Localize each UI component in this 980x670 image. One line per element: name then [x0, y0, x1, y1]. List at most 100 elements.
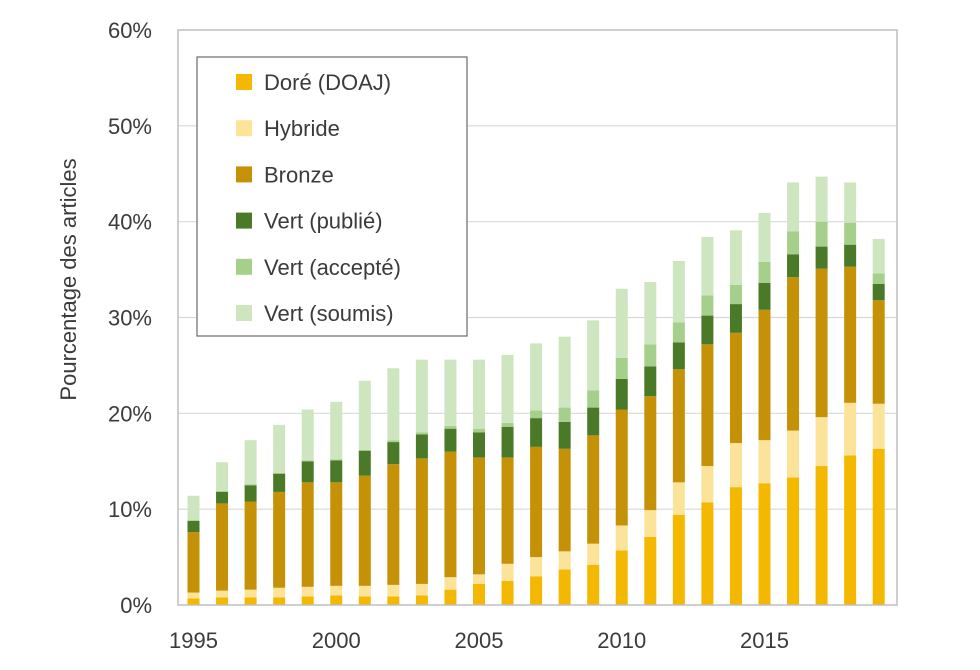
bar-segment	[815, 268, 828, 418]
bar-segment	[387, 464, 400, 585]
bar-segment	[530, 343, 543, 411]
bar-segment	[558, 569, 571, 605]
bar-segment	[330, 595, 343, 605]
legend-label: Vert (publié)	[264, 209, 383, 234]
x-tick-label: 2005	[455, 628, 504, 653]
x-tick-label: 1995	[169, 628, 218, 653]
bar-stack-2005	[473, 359, 485, 605]
bar-segment	[758, 283, 771, 310]
bar-segment	[729, 487, 742, 605]
bar-segment	[644, 282, 657, 345]
x-tick-label: 2000	[312, 628, 361, 653]
bar-segment	[672, 514, 685, 605]
bar-stack-2002	[387, 368, 400, 605]
bar-segment	[701, 344, 714, 467]
bar-segment	[672, 482, 685, 515]
bar-segment	[216, 597, 229, 605]
bar-segment	[787, 430, 800, 478]
bar-segment	[587, 320, 600, 391]
bar-segment	[758, 309, 771, 441]
bar-segment	[187, 495, 200, 521]
bar-stack-1998	[273, 424, 286, 605]
bar-stack-2011	[644, 282, 657, 605]
bar-segment	[330, 401, 343, 460]
bar-stack-2012	[672, 260, 685, 605]
bar-segment	[301, 461, 314, 483]
bar-segment	[216, 491, 229, 504]
bar-segment	[872, 238, 885, 274]
bar-segment	[787, 477, 800, 605]
bar-segment	[501, 581, 514, 605]
bar-segment	[644, 510, 657, 537]
bar-segment	[615, 378, 628, 410]
y-tick-label: 30%	[108, 306, 152, 331]
bar-stack-2003	[415, 359, 428, 605]
bar-segment	[444, 359, 457, 426]
bar-segment	[358, 450, 371, 476]
bar-segment	[358, 585, 371, 597]
bar-segment	[844, 222, 857, 245]
bar-segment	[872, 403, 885, 449]
y-tick-label: 40%	[108, 210, 152, 235]
legend-swatch	[236, 166, 252, 183]
y-tick-labels: 0% 10% 20% 30% 40% 50% 60%	[108, 18, 152, 618]
bar-segment	[473, 457, 485, 575]
bar-segment	[672, 260, 685, 323]
legend-item: Bronze	[236, 162, 334, 187]
bar-segment	[444, 589, 457, 605]
bar-stack-2019	[872, 238, 885, 605]
bar-stack-2004	[444, 359, 457, 605]
bar-stack-2010	[615, 288, 628, 605]
bar-segment	[844, 455, 857, 605]
bar-segment	[216, 490, 229, 492]
bar-segment	[844, 402, 857, 456]
bar-segment	[473, 583, 485, 605]
bar-segment	[729, 284, 742, 305]
bar-segment	[758, 261, 771, 283]
bar-segment	[330, 460, 343, 483]
bar-segment	[387, 368, 400, 441]
bar-segment	[273, 597, 286, 605]
bar-segment	[530, 446, 543, 558]
bar-segment	[844, 266, 857, 403]
bar-segment	[587, 407, 600, 436]
bar-segment	[273, 587, 286, 598]
bar-segment	[615, 288, 628, 358]
bar-segment	[787, 231, 800, 255]
bar-segment	[587, 435, 600, 544]
bar-segment	[330, 585, 343, 596]
bar-segment	[187, 520, 200, 533]
bar-segment	[358, 596, 371, 605]
bar-segment	[758, 483, 771, 605]
bar-segment	[644, 366, 657, 397]
bar-segment	[216, 590, 229, 598]
bar-segment	[273, 424, 286, 473]
bar-segment	[530, 418, 543, 447]
bar-segment	[415, 432, 428, 435]
bar-segment	[415, 583, 428, 596]
bar-stack-2016	[787, 182, 800, 605]
bar-segment	[615, 357, 628, 379]
bar-segment	[501, 426, 514, 458]
bar-segment	[787, 277, 800, 431]
bar-stack-1999	[301, 409, 314, 605]
bar-stack-2017	[815, 176, 828, 605]
plot-frame	[177, 29, 898, 606]
bar-segment	[587, 564, 600, 605]
bar-segment	[729, 304, 742, 333]
bar-segment	[701, 466, 714, 503]
bar-segment	[330, 482, 343, 586]
bar-segment	[415, 359, 428, 433]
bar-segment	[501, 422, 514, 427]
x-tick-labels: 1995 2000 2005 2010 2015	[169, 628, 789, 653]
y-tick-label: 50%	[108, 114, 152, 139]
bar-segment	[244, 484, 257, 486]
bar-stack-2013	[701, 237, 714, 605]
y-tick-label: 20%	[108, 401, 152, 426]
bar-segment	[330, 459, 343, 461]
legend-box	[196, 56, 468, 337]
bar-segment	[558, 448, 571, 552]
bar-segment	[244, 597, 257, 605]
legend-item: Vert (publié)	[236, 209, 383, 234]
legend-item: Vert (soumis)	[236, 301, 394, 326]
